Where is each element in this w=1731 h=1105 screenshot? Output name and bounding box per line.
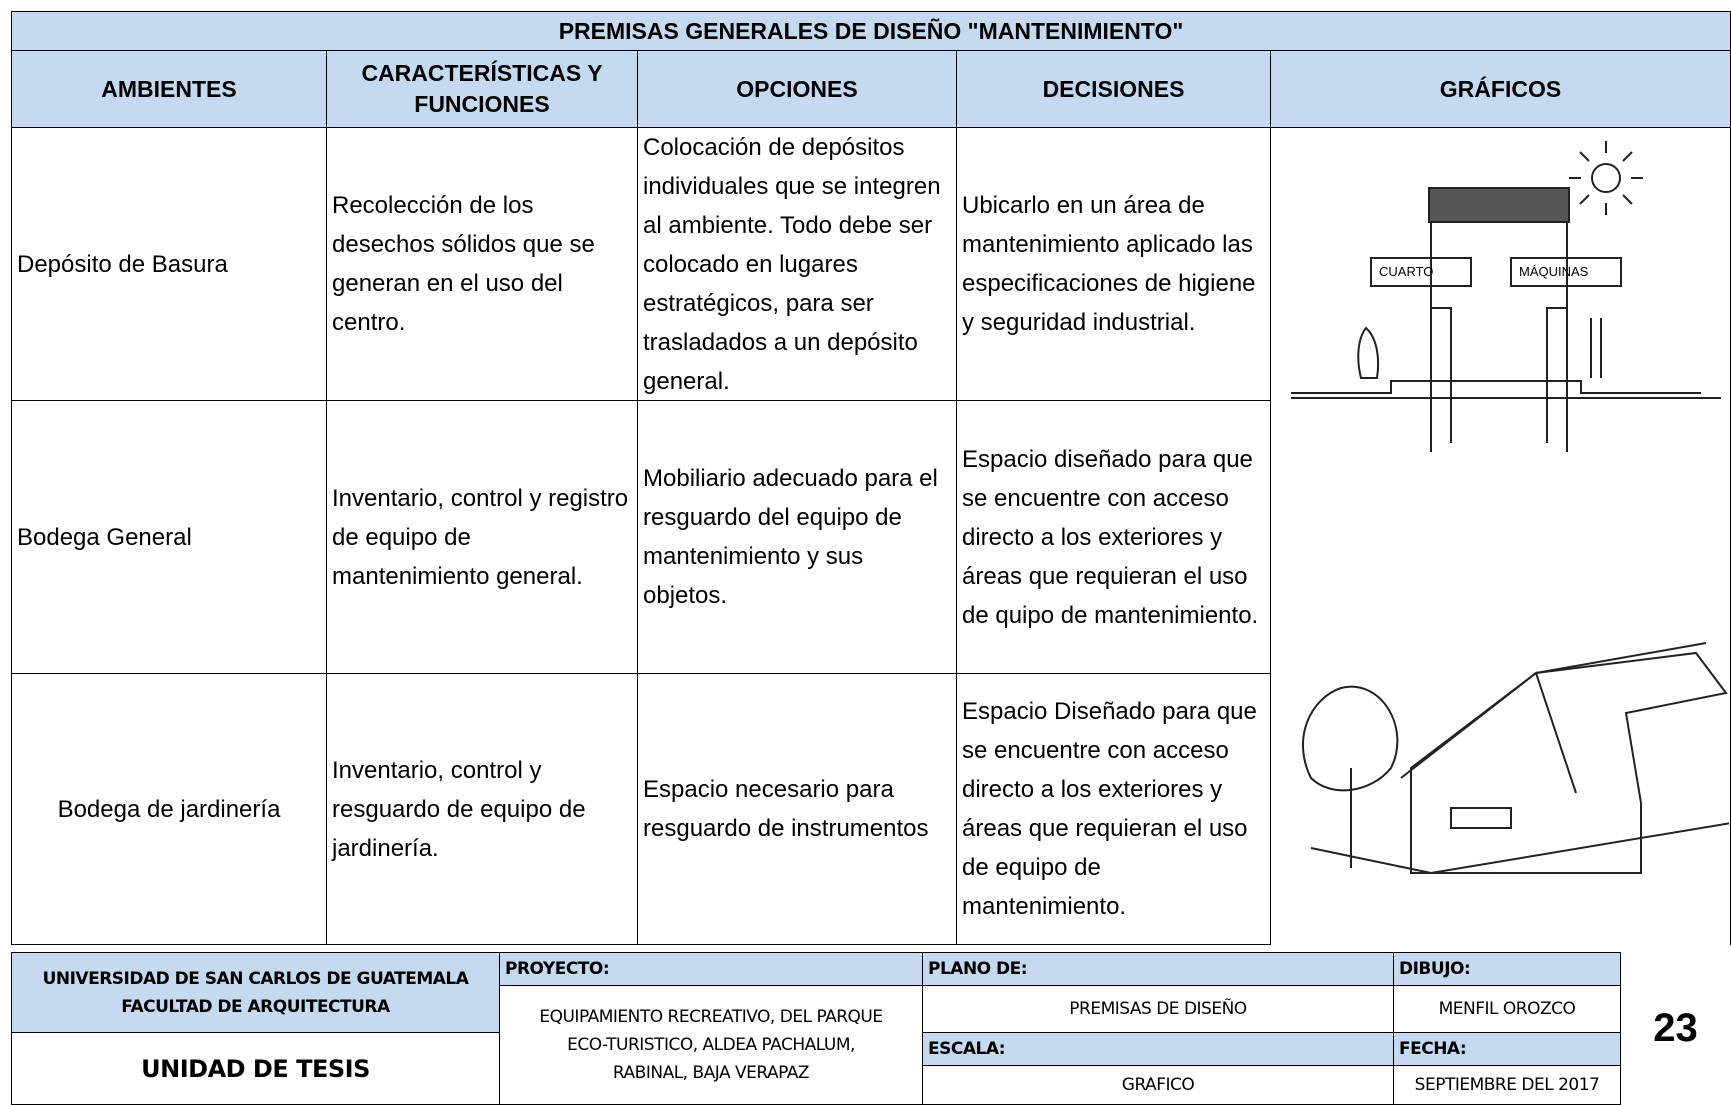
table-cell: Bodega de jardinería [11, 673, 327, 945]
university: UNIVERSIDAD DE SAN CARLOS DE GUATEMALA [42, 968, 469, 989]
project: EQUIPAMIENTO RECREATIVO, DEL PARQUE ECO-… [499, 985, 923, 1105]
table-title: PREMISAS GENERALES DE DISEÑO "MANTENIMIE… [11, 11, 1731, 51]
scale: GRAFICO [922, 1065, 1394, 1105]
table-cell: Depósito de Basura [11, 127, 327, 401]
table-cell: Mobiliario adecuado para el resguardo de… [637, 400, 957, 674]
table-cell: Espacio necesario para resguardo de inst… [637, 673, 957, 945]
table-cell: Colocación de depósitos individuales que… [637, 127, 957, 401]
footer-university: UNIVERSIDAD DE SAN CARLOS DE GUATEMALA F… [11, 952, 500, 1033]
plan: PREMISAS DE DISEÑO [922, 985, 1394, 1033]
plan-label: PLANO DE: [922, 952, 1394, 986]
faculty: FACULTAD DE ARQUITECTURA [121, 996, 390, 1017]
page-number: 23 [1653, 1006, 1698, 1050]
date: SEPTIEMBRE DEL 2017 [1393, 1065, 1621, 1105]
graphics-cell: CUARTO MÁQUINAS [1270, 127, 1731, 945]
drawing: MENFIL OROZCO [1393, 985, 1621, 1033]
drawing-label: DIBUJO: [1393, 952, 1621, 986]
scale-label: ESCALA: [922, 1032, 1394, 1066]
project-label: PROYECTO: [499, 952, 923, 986]
table-cell: Espacio Diseñado para que se encuentre c… [956, 673, 1271, 945]
unit: UNIDAD DE TESIS [11, 1032, 500, 1105]
table-cell: Espacio diseñado para que se encuentre c… [956, 400, 1271, 674]
date-label: FECHA: [1393, 1032, 1621, 1066]
table-cell: Bodega General [11, 400, 327, 674]
sketch-label: CUARTO [1379, 264, 1433, 279]
table-cell: Ubicarlo en un área de mantenimiento apl… [956, 127, 1271, 401]
table-cell: Inventario, control y resguardo de equip… [326, 673, 638, 945]
column-header: CARACTERÍSTICAS Y FUNCIONES [326, 50, 638, 128]
table-cell: Recolección de los desechos sólidos que … [326, 127, 638, 401]
column-header: DECISIONES [956, 50, 1271, 128]
column-header: OPCIONES [637, 50, 957, 128]
table-cell: Inventario, control y registro de equipo… [326, 400, 638, 674]
column-header: GRÁFICOS [1270, 50, 1731, 128]
sketch-label: MÁQUINAS [1519, 264, 1589, 279]
column-header: AMBIENTES [11, 50, 327, 128]
sketches: CUARTO MÁQUINAS [1291, 140, 1729, 874]
